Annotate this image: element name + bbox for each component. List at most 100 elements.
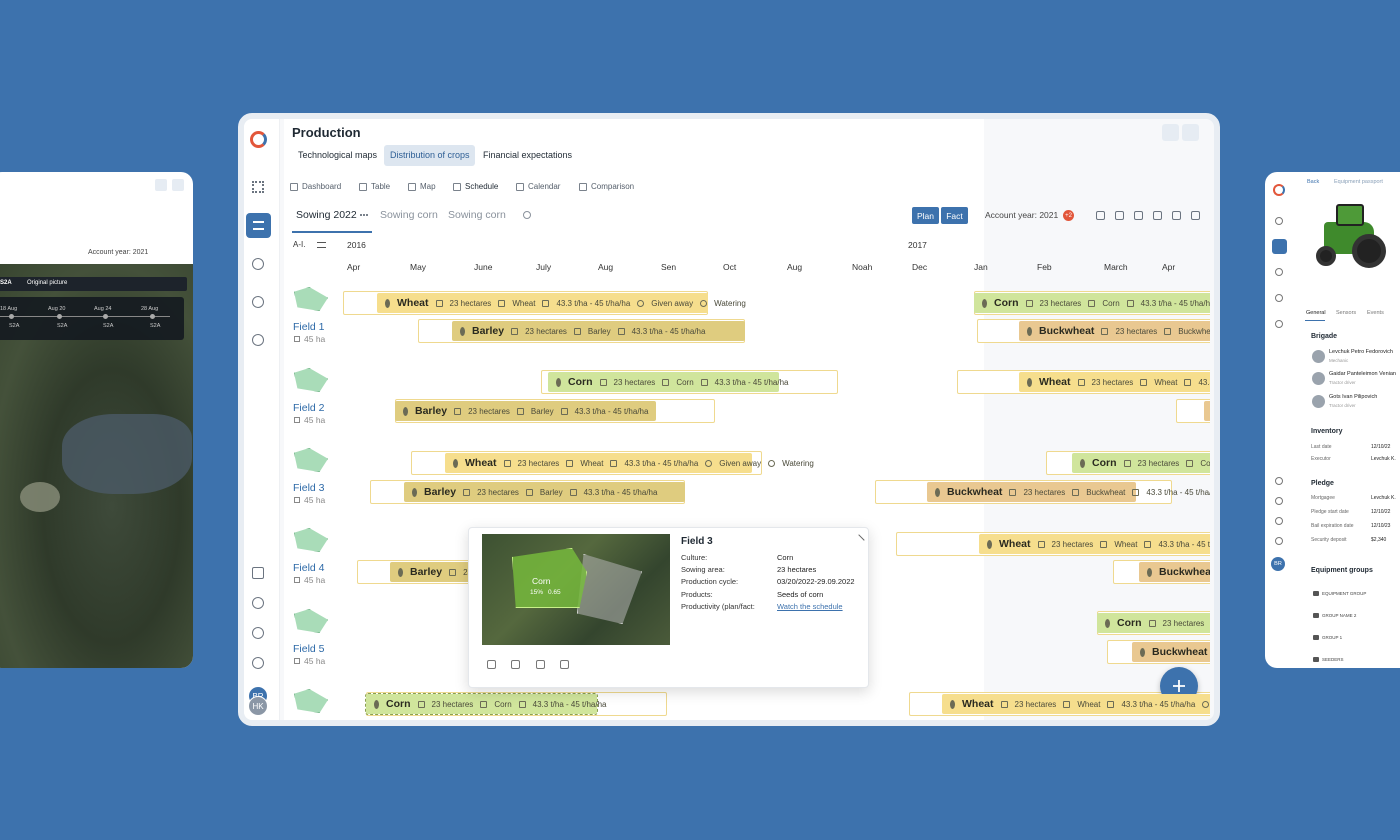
popup-action[interactable] xyxy=(536,660,545,669)
menu-lines xyxy=(253,221,264,230)
sidebar-icon[interactable] xyxy=(1275,517,1283,525)
group-item[interactable]: GROUP NAME 2 xyxy=(1322,613,1357,618)
crop-bar[interactable] xyxy=(1204,401,1210,421)
bar-area: 23 hectares xyxy=(449,298,492,308)
nav-tab[interactable]: Technological maps xyxy=(298,150,378,160)
sowing-tab[interactable]: Sowing 2022 xyxy=(296,209,357,221)
field-name[interactable]: Field 4 xyxy=(293,562,325,574)
apps-icon[interactable] xyxy=(252,181,264,193)
chat-icon[interactable] xyxy=(252,627,264,639)
back-link[interactable]: Back xyxy=(1307,179,1320,185)
sidebar-icon[interactable] xyxy=(1275,477,1283,485)
crop-icon xyxy=(1080,458,1085,468)
popup-close[interactable] xyxy=(853,534,865,546)
menu-button[interactable] xyxy=(1272,239,1287,254)
toolbar-icon[interactable] xyxy=(1096,211,1105,220)
plan-button[interactable]: Plan xyxy=(912,207,939,224)
settings-icon[interactable] xyxy=(252,597,264,609)
sort-control[interactable]: A-I. xyxy=(293,240,306,249)
crop-bar[interactable]: Corn 23 hectares Corn 43.3 t/ha - 45 t/ha/h… xyxy=(548,372,789,392)
group-item[interactable]: EQUIPMENT GROUP xyxy=(1322,591,1367,596)
view-tab[interactable]: Comparison xyxy=(591,182,635,191)
crop-name: Corn xyxy=(1117,617,1142,629)
panel-tab[interactable]: Sensors xyxy=(1336,310,1357,316)
crop-bar[interactable]: Wheat 23 hectares Wheat 43.3 t/ha - 45 t/ha… xyxy=(377,293,746,313)
sowing-tab[interactable]: Sowing corn xyxy=(380,209,438,221)
popup-action[interactable] xyxy=(560,660,569,669)
crop-bar[interactable]: Barley 23 hectares Barley 43.3 t/ha - 45 t/… xyxy=(452,321,745,341)
search-icon[interactable] xyxy=(252,334,264,346)
sidebar-icon[interactable] xyxy=(1275,497,1283,505)
view-tab[interactable]: Table xyxy=(371,182,391,191)
crop-bar[interactable]: Corn 23 hectares Corn 43.3 t/ha - 45 t/ha/h… xyxy=(974,293,1210,313)
popup-value[interactable]: Watch the schedule xyxy=(777,601,843,611)
crop-bar[interactable]: Corn 23 hectares Corn 43.3 t/ha - 45 t/ha/h… xyxy=(365,693,607,715)
crop-name: Corn xyxy=(1092,457,1117,469)
source-button[interactable]: S2A xyxy=(0,280,12,286)
flash-button[interactable] xyxy=(155,179,167,191)
panel-tab[interactable]: Events xyxy=(1367,310,1384,316)
picture-button[interactable]: Original picture xyxy=(27,280,68,286)
crop-name: Wheat xyxy=(1039,376,1071,388)
view-tab[interactable]: Dashboard xyxy=(302,182,342,191)
satellite-label[interactable]: S2A xyxy=(57,323,68,329)
sidebar-icon[interactable] xyxy=(1275,537,1283,545)
toolbar-icon[interactable] xyxy=(1134,211,1143,220)
popup-action[interactable] xyxy=(487,660,496,669)
toolbar-icon[interactable] xyxy=(1191,211,1200,220)
lightning-icon[interactable] xyxy=(252,258,264,270)
nav-tab[interactable]: Financial expectations xyxy=(483,150,573,160)
share-button[interactable] xyxy=(172,179,184,191)
satellite-label[interactable]: S2A xyxy=(9,323,20,329)
field-name[interactable]: Field 3 xyxy=(293,482,325,494)
nav-tab[interactable]: Distribution of crops xyxy=(390,150,470,160)
toolbar-icon[interactable] xyxy=(1153,211,1162,220)
field-name[interactable]: Field 5 xyxy=(293,643,325,655)
crop-bar[interactable]: Buckwheat xyxy=(1139,562,1210,582)
panel-tab[interactable]: General xyxy=(1306,310,1326,316)
crop-name: Wheat xyxy=(999,538,1031,550)
account-year[interactable]: Account year: 2021 xyxy=(985,210,1059,220)
group-item[interactable]: SEEDERS xyxy=(1322,657,1344,662)
crop-bar[interactable]: Wheat 23 hectares Wheat 43.3 t/ha - 45 t/ha… xyxy=(979,534,1210,554)
crop-bar[interactable]: Barley 23 hectares Barley 43.3 t/ha - 45 t/… xyxy=(404,482,685,502)
popup-action[interactable] xyxy=(511,660,520,669)
flash-button[interactable] xyxy=(1162,124,1179,141)
toolbar-icon[interactable] xyxy=(1115,211,1124,220)
satellite-label[interactable]: S2A xyxy=(150,323,161,329)
fact-button[interactable]: Fact xyxy=(941,207,968,224)
menu-button[interactable] xyxy=(246,213,271,238)
info-icon[interactable] xyxy=(252,657,264,669)
sowing-tab[interactable]: Sowing corn xyxy=(448,209,506,221)
sidebar-icon[interactable] xyxy=(1275,217,1283,225)
crop-bar[interactable]: Corn 23 hectares xyxy=(1097,613,1210,633)
field-name[interactable]: Field 1 xyxy=(293,321,325,333)
satellite-label[interactable]: S2A xyxy=(103,323,114,329)
sowing-settings[interactable] xyxy=(523,211,531,219)
crop-bar[interactable]: Wheat 23 hectares Wheat 43.3 t/ha - 45 t/ha… xyxy=(942,694,1210,714)
crop-bar[interactable]: Wheat 23 hectares Wheat 43.3 t/ha xyxy=(1019,372,1210,392)
year-label: 2017 xyxy=(908,240,927,250)
toolbar-icon[interactable] xyxy=(1172,211,1181,220)
view-tab[interactable]: Schedule xyxy=(465,182,499,191)
crop-bar[interactable]: Buckwheat 23 hectares Buckwheat xyxy=(1019,321,1210,341)
section-title: Equipment groups xyxy=(1311,567,1373,574)
account-year[interactable]: Account year: 2021 xyxy=(88,249,149,256)
crop-bar[interactable]: Buckwheat 23 hectares Buckwheat 43.3 t/ha -… xyxy=(927,482,1210,502)
group-item[interactable]: GROUP 1 xyxy=(1322,635,1343,640)
report-icon[interactable] xyxy=(252,567,264,579)
view-tab[interactable]: Calendar xyxy=(528,182,561,191)
sidebar-icon[interactable] xyxy=(1275,268,1283,276)
share-button[interactable] xyxy=(1182,124,1199,141)
field-name[interactable]: Field 2 xyxy=(293,402,325,414)
bell-icon[interactable] xyxy=(252,296,264,308)
sidebar-icon[interactable] xyxy=(1275,320,1283,328)
crop-bar[interactable]: Corn 23 hectares Corn xyxy=(1072,453,1210,473)
crop-name: Buckwheat xyxy=(1152,646,1208,658)
view-tab[interactable]: Map xyxy=(420,182,436,191)
sidebar-icon[interactable] xyxy=(1275,294,1283,302)
bar-culture-icon xyxy=(498,299,506,307)
crop-bar[interactable]: Wheat 23 hectares Wheat 43.3 t/ha - 45 t/ha… xyxy=(445,453,814,473)
crop-bar[interactable]: Barley 23 hectares Barley 43.3 t/ha - 45 t/… xyxy=(395,401,656,421)
